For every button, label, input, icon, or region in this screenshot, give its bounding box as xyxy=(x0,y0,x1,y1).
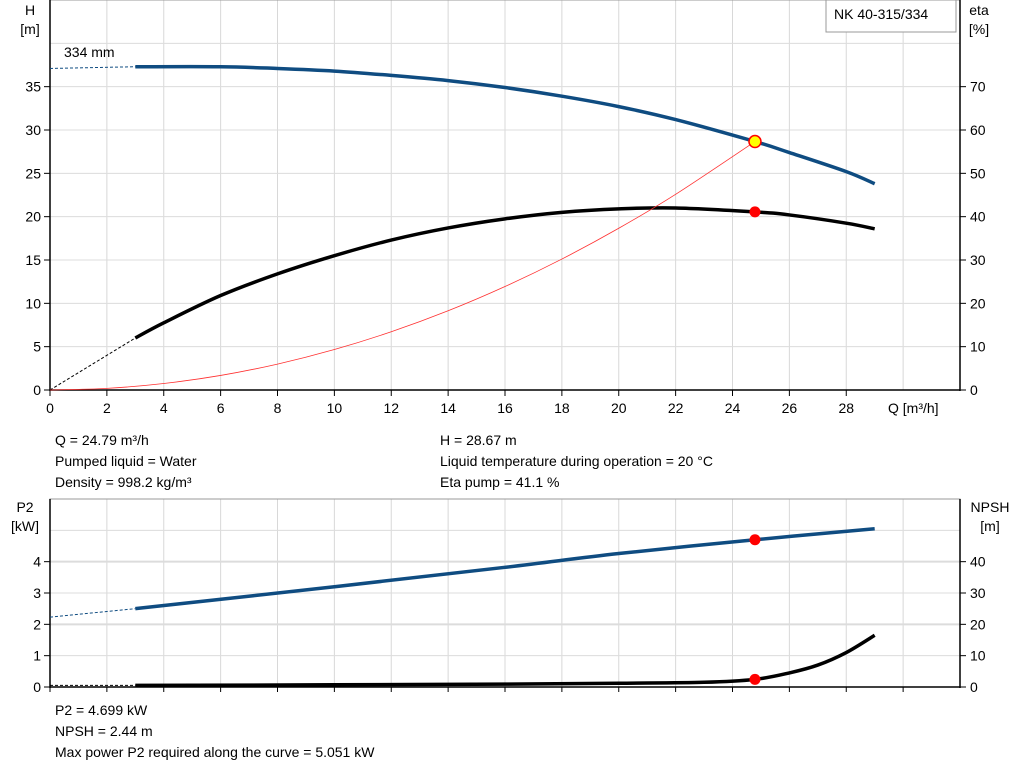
y-left-tick-label: 3 xyxy=(33,585,41,601)
npsh-value: NPSH = 2.44 m xyxy=(55,723,153,739)
y-left-tick-label: 0 xyxy=(33,679,41,695)
max-power-value: Max power P2 required along the curve = … xyxy=(55,744,375,760)
info-top-left: Q = 24.79 m³/h Pumped liquid = Water Den… xyxy=(55,430,197,493)
y-left-tick-label: 2 xyxy=(33,616,41,632)
p2-duty-point xyxy=(749,534,761,546)
x-tick-label: 16 xyxy=(497,400,513,416)
info-bottom: P2 = 4.699 kW NPSH = 2.44 m Max power P2… xyxy=(55,700,374,763)
density-value: Density = 998.2 kg/m³ xyxy=(55,474,192,490)
y-right-tick-label: 40 xyxy=(970,554,986,570)
npsh-axis-label: NPSH xyxy=(971,499,1010,515)
x-tick-label: 28 xyxy=(838,400,854,416)
y-right-tick-label: 50 xyxy=(970,165,986,181)
head-value: H = 28.67 m xyxy=(440,432,517,448)
y-right-tick-label: 10 xyxy=(970,648,986,664)
npsh-duty-point xyxy=(749,673,761,685)
x-tick-label: 12 xyxy=(383,400,399,416)
eta-pump-value: Eta pump = 41.1 % xyxy=(440,474,560,490)
p2-axis-label: P2 xyxy=(16,499,33,515)
x-tick-label: 2 xyxy=(103,400,111,416)
x-tick-label: 0 xyxy=(46,400,54,416)
eta-axis-label: eta xyxy=(969,2,989,18)
y-right-tick-label: 30 xyxy=(970,252,986,268)
x-tick-label: 22 xyxy=(668,400,684,416)
y-left-tick-label: 15 xyxy=(25,252,41,268)
x-tick-label: 6 xyxy=(217,400,225,416)
x-tick-label: 10 xyxy=(327,400,343,416)
liquid-temperature: Liquid temperature during operation = 20… xyxy=(440,453,713,469)
y-right-tick-label: 60 xyxy=(970,122,986,138)
p2-axis-unit: [kW] xyxy=(11,518,39,534)
npsh-curve xyxy=(135,633,876,688)
y-left-tick-label: 30 xyxy=(25,122,41,138)
y-left-tick-label: 1 xyxy=(33,648,41,664)
q-axis-label: Q [m³/h] xyxy=(888,400,939,416)
x-tick-label: 26 xyxy=(782,400,798,416)
x-tick-label: 14 xyxy=(440,400,456,416)
h-axis-label: H xyxy=(25,2,35,18)
x-tick-label: 24 xyxy=(725,400,741,416)
y-right-tick-label: 40 xyxy=(970,209,986,225)
eta-curve xyxy=(134,206,876,340)
y-left-tick-label: 35 xyxy=(25,79,41,95)
y-left-tick-label: 10 xyxy=(25,295,41,311)
y-right-tick-label: 20 xyxy=(970,616,986,632)
flow-value: Q = 24.79 m³/h xyxy=(55,432,149,448)
eta-axis-unit: [%] xyxy=(969,21,989,37)
h-axis-unit: [m] xyxy=(20,21,39,37)
h-duty-point xyxy=(748,134,762,149)
y-left-tick-label: 20 xyxy=(25,209,41,225)
h-curve xyxy=(135,64,876,186)
x-tick-label: 4 xyxy=(160,400,168,416)
x-tick-label: 8 xyxy=(274,400,282,416)
y-left-tick-label: 4 xyxy=(33,554,41,570)
x-tick-label: 20 xyxy=(611,400,627,416)
pumped-liquid: Pumped liquid = Water xyxy=(55,453,197,469)
y-right-tick-label: 10 xyxy=(970,339,986,355)
eta-duty-point xyxy=(749,206,761,218)
p2-extrapolated-line xyxy=(49,608,136,618)
system-curve xyxy=(49,141,756,391)
npsh-axis-unit: [m] xyxy=(980,518,999,534)
y-left-tick-label: 0 xyxy=(33,382,41,398)
h-extrapolated-line xyxy=(49,66,136,69)
y-right-tick-label: 70 xyxy=(970,79,986,95)
pump-model-label: NK 40-315/334 xyxy=(834,6,928,22)
y-left-tick-label: 5 xyxy=(33,339,41,355)
y-right-tick-label: 0 xyxy=(970,679,978,695)
title-box: NK 40-315/334 xyxy=(825,0,957,33)
y-left-tick-label: 25 xyxy=(25,165,41,181)
info-top-right: H = 28.67 m Liquid temperature during op… xyxy=(440,430,713,493)
y-right-tick-label: 30 xyxy=(970,585,986,601)
eta-extrapolated-line xyxy=(49,337,136,391)
impeller-diameter-label: 334 mm xyxy=(64,44,115,60)
y-right-tick-label: 20 xyxy=(970,295,986,311)
y-right-tick-label: 0 xyxy=(970,382,978,398)
p2-value: P2 = 4.699 kW xyxy=(55,702,148,718)
x-tick-label: 18 xyxy=(554,400,570,416)
